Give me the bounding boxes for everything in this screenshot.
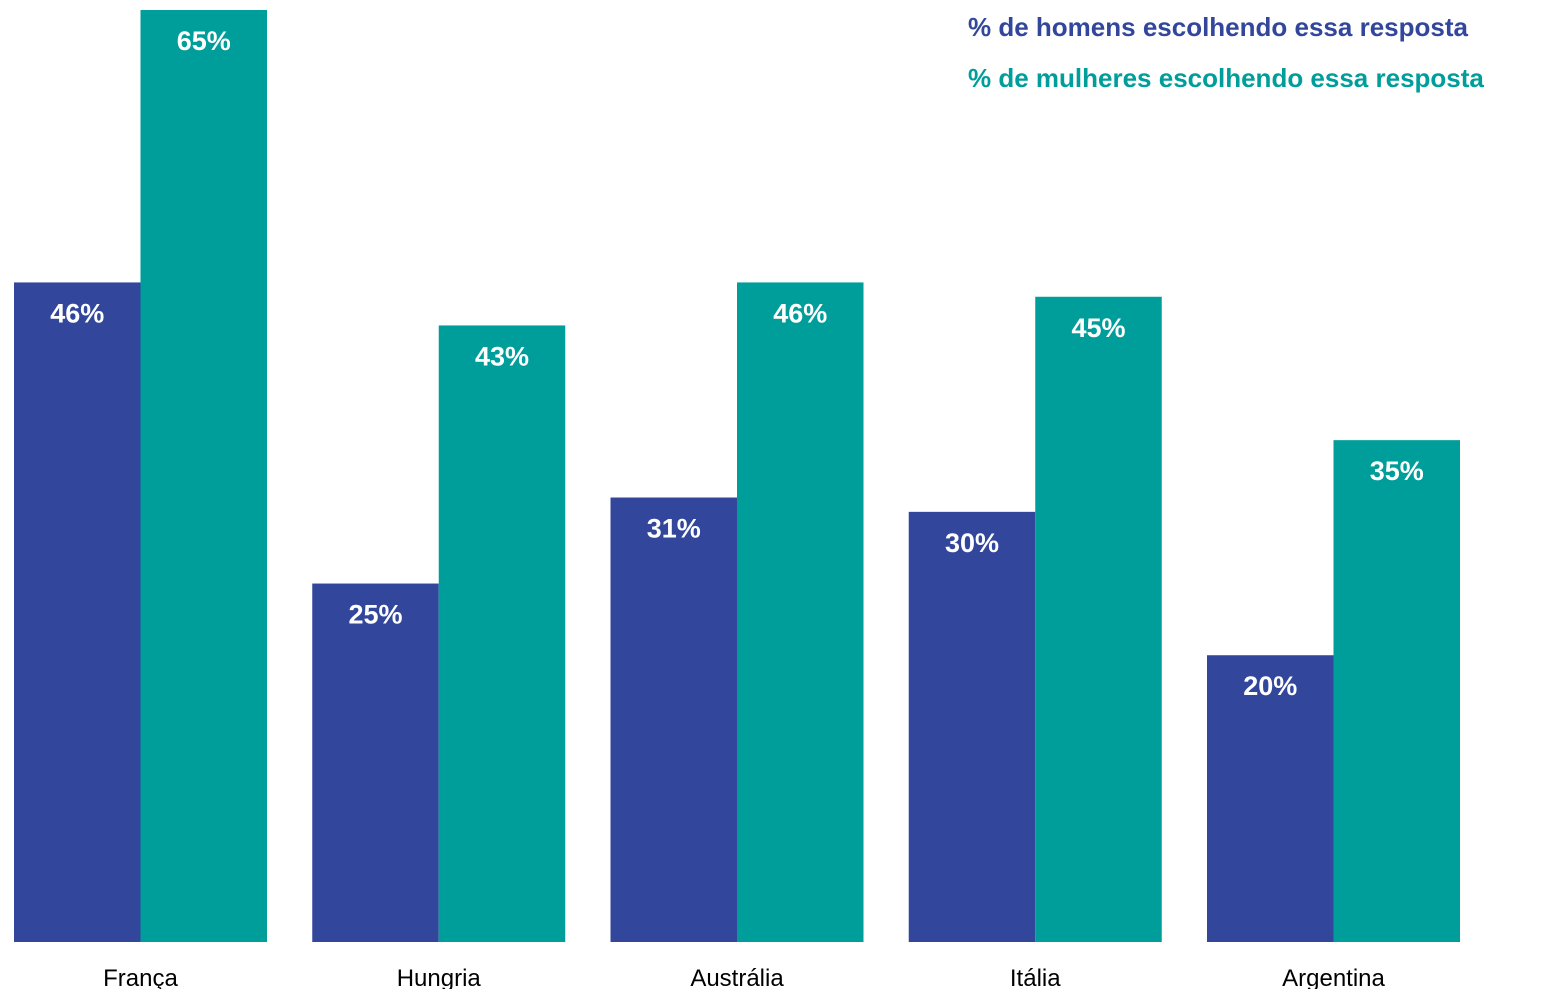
legend-item-women: % de mulheres escolhendo essa resposta [968,63,1484,93]
data-label-women-2: 46% [773,298,827,328]
x-tick-label-3: Itália [1010,965,1061,989]
bar-women-1 [438,325,566,942]
data-label-men-0: 46% [50,298,104,328]
data-label-men-3: 30% [945,528,999,558]
legend-item-men: % de homens escolhendo essa resposta [968,12,1468,42]
bar-men-0 [14,282,141,942]
x-tick-label-1: Hungria [397,965,482,989]
bar-men-3 [908,511,1036,942]
x-tick-label-4: Argentina [1282,965,1385,989]
data-label-women-4: 35% [1370,456,1424,486]
bar-men-1 [312,583,439,942]
bar-women-3 [1035,296,1162,942]
bar-men-2 [610,497,737,942]
x-tick-label-2: Austrália [690,965,784,989]
data-label-men-1: 25% [348,600,402,630]
bar-men-4 [1207,655,1334,942]
data-label-women-3: 45% [1071,313,1125,343]
data-label-men-4: 20% [1243,671,1297,701]
data-label-women-1: 43% [475,341,529,371]
data-label-women-0: 65% [177,26,231,56]
bar-women-4 [1333,440,1460,942]
x-tick-label-0: França [103,965,178,989]
data-label-men-2: 31% [647,514,701,544]
bar-women-0 [140,10,267,942]
bar-women-2 [737,282,864,942]
